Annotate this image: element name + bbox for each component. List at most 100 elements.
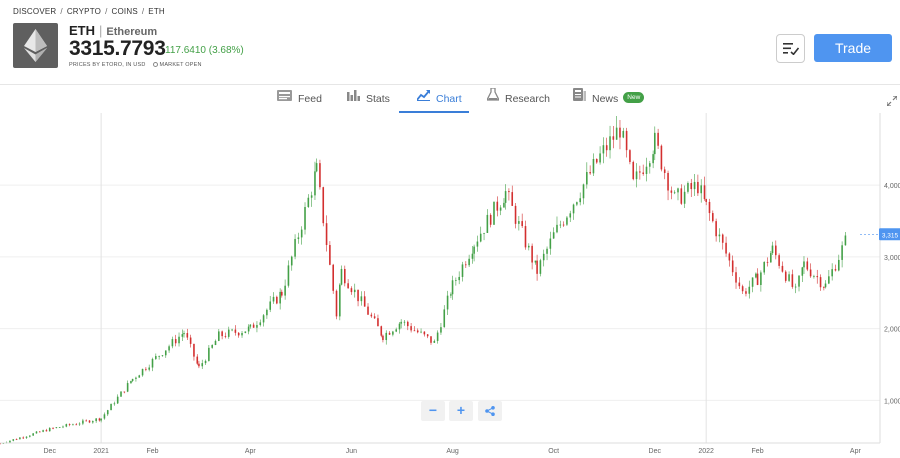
candle-body [106, 410, 109, 415]
candle-body [382, 335, 384, 341]
candle-body [171, 339, 174, 347]
candle-body [335, 290, 338, 317]
candle-body [708, 201, 711, 214]
candle-body [181, 334, 184, 337]
candle-body [751, 277, 754, 287]
candle-body [319, 163, 321, 188]
candle-body [325, 223, 328, 246]
breadcrumb-discover[interactable]: DISCOVER [13, 7, 57, 16]
expand-icon[interactable] [886, 93, 898, 111]
candle-body [539, 260, 542, 274]
trade-button[interactable]: Trade [814, 34, 892, 62]
candle-body [473, 246, 475, 254]
candle-body [123, 391, 126, 393]
candle-body [82, 420, 84, 424]
candle-body [113, 403, 116, 405]
x-tick-label: Dec [649, 448, 662, 455]
instrument-logo [13, 23, 58, 68]
tab-stats-label: Stats [366, 93, 390, 105]
candle-body [788, 274, 790, 281]
candle-body [635, 171, 638, 180]
candle-body [377, 318, 379, 327]
candle-body [370, 314, 373, 317]
candle-body [663, 169, 666, 173]
tab-news[interactable]: News New [573, 85, 645, 113]
candle-body [19, 437, 21, 440]
candle-body [595, 158, 598, 163]
candle-body [436, 332, 439, 341]
candle-body [824, 283, 827, 288]
candle-body [819, 277, 822, 288]
candle-body [357, 289, 359, 302]
candle-body [252, 324, 255, 328]
candle-body [38, 431, 41, 433]
candle-body [499, 207, 502, 211]
breadcrumb-crypto[interactable]: CRYPTO [66, 7, 102, 16]
breadcrumb-coins[interactable]: COINS [111, 7, 138, 16]
stats-icon [347, 84, 360, 112]
candle-body [256, 325, 258, 328]
price-chart-svg: 1,000 2,000 3,000 4,000 Dec 2021 Feb Apr Jun Aug O… [0, 113, 900, 455]
candle-body [340, 268, 343, 285]
tab-feed[interactable]: Feed [277, 85, 322, 113]
candle-body [450, 294, 452, 296]
candle-body [486, 214, 489, 233]
tab-research[interactable]: Research [485, 84, 550, 113]
candle-body [458, 276, 460, 281]
candle-body [556, 224, 558, 233]
candle-body [304, 207, 306, 230]
candle-body [572, 204, 575, 214]
candle-body [68, 424, 71, 425]
candle-body [103, 414, 106, 419]
candle-body [766, 261, 769, 263]
candle-body [599, 153, 601, 163]
candle-body [528, 245, 530, 248]
candle-body [536, 260, 538, 274]
candle-body [440, 327, 442, 333]
candle-body [834, 269, 837, 271]
candle-body [468, 258, 470, 266]
candle-body [300, 229, 303, 238]
candle-body [208, 347, 210, 361]
zoom-out-button[interactable]: − [421, 401, 445, 421]
candle-body [609, 136, 611, 151]
price-chart[interactable]: 1,000 2,000 3,000 4,000 Dec 2021 Feb Apr Jun Aug O… [0, 113, 900, 458]
candle-body [178, 336, 180, 344]
tab-chart[interactable]: Chart [416, 85, 462, 113]
watchlist-button[interactable] [776, 34, 805, 63]
x-tick-label: 2021 [93, 448, 109, 455]
candle-body [508, 191, 510, 193]
zoom-in-button[interactable]: + [449, 401, 473, 421]
ethereum-diamond-icon [24, 29, 47, 62]
candle-body [388, 332, 391, 335]
candle-body [615, 127, 618, 140]
candle-body [100, 418, 102, 421]
flask-icon [485, 84, 501, 112]
y-tick-label: 1,000 [884, 398, 900, 405]
zoom-controls: − + [421, 401, 473, 421]
tab-stats[interactable]: Stats [347, 85, 390, 113]
candle-body [629, 150, 631, 162]
candle-body [339, 284, 341, 317]
candle-body [12, 439, 15, 441]
candle-body [697, 181, 699, 194]
candle-body [728, 253, 731, 261]
candle-body [294, 239, 296, 257]
candle-body [586, 172, 588, 185]
candle-body [373, 316, 376, 319]
share-chart-button[interactable] [478, 401, 502, 421]
tab-bar: Feed Stats Chart Research News New [0, 85, 900, 113]
candle-body [619, 127, 621, 138]
candle-body [287, 265, 290, 286]
instrument-price: 3315.7793 [69, 37, 166, 60]
candle-body [731, 260, 734, 273]
candle-body [763, 261, 765, 273]
candle-body [794, 286, 797, 288]
x-tick-label: Jun [346, 448, 357, 455]
candle-body [247, 326, 250, 332]
active-tab-indicator [399, 111, 469, 113]
clock-icon [152, 62, 158, 68]
candle-body [791, 274, 794, 287]
candle-body [496, 201, 499, 211]
candle-body [269, 301, 272, 310]
